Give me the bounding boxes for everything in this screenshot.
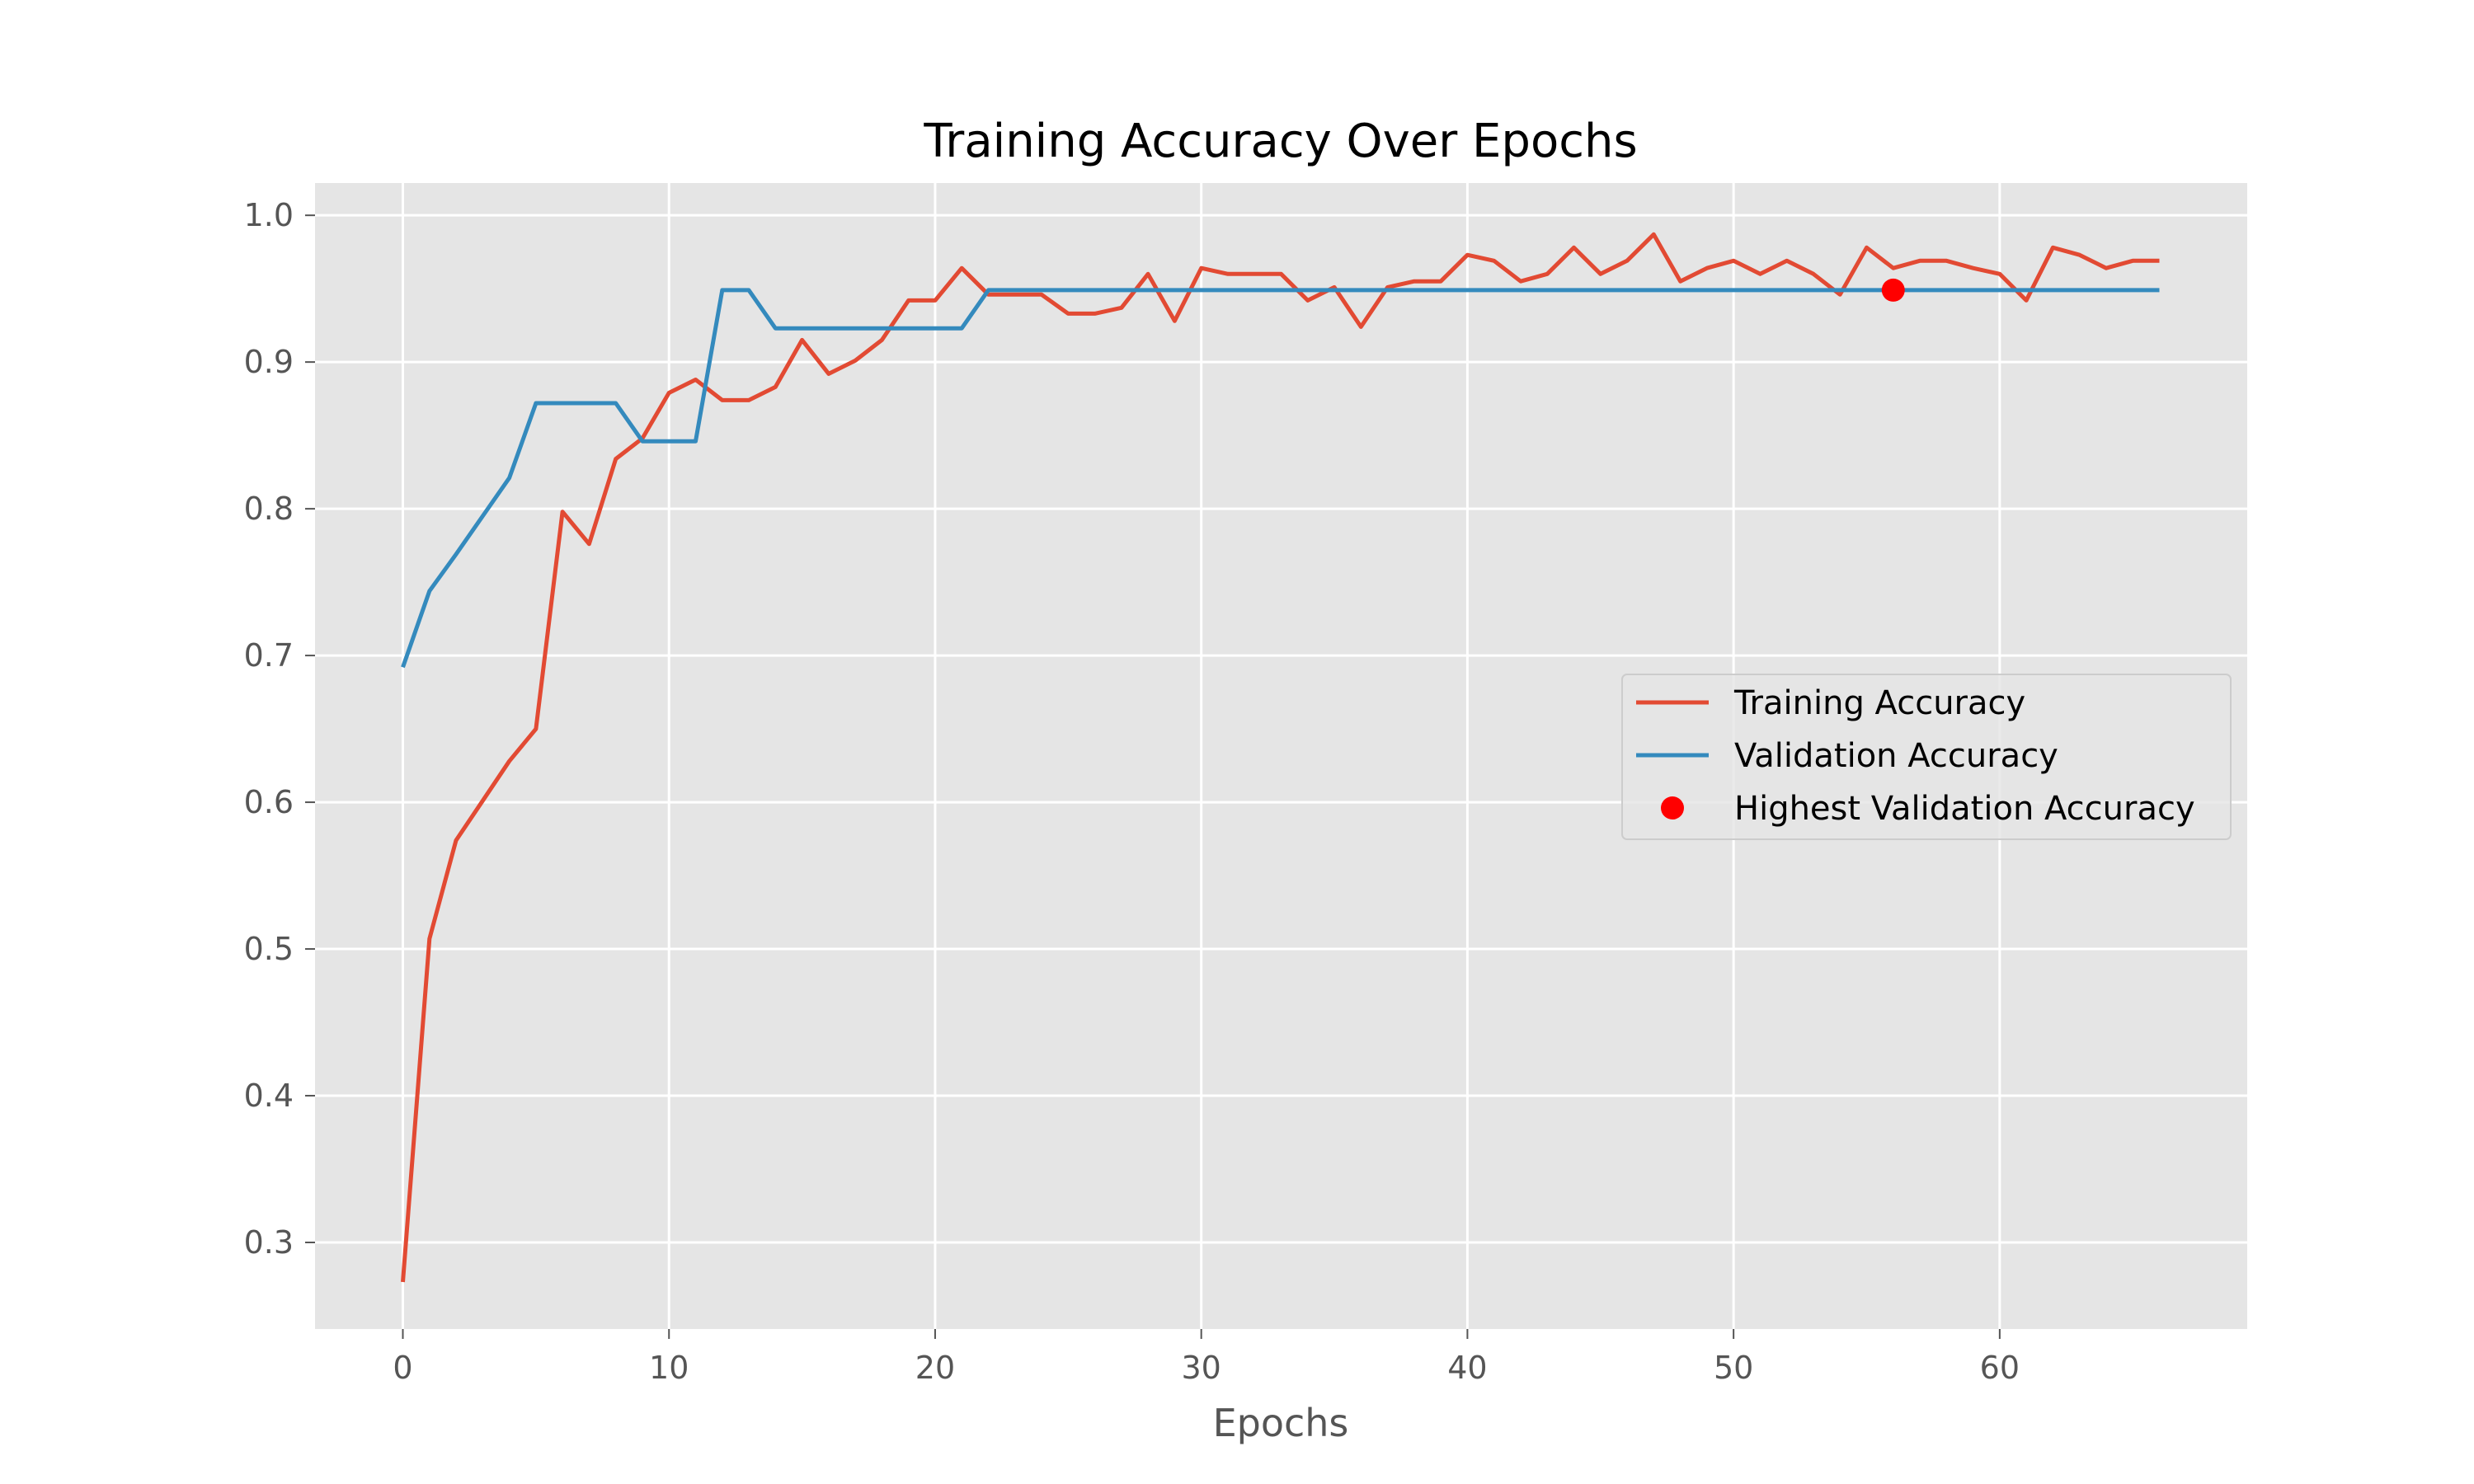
y-tick-label: 0.5	[244, 931, 294, 967]
x-tick-label: 50	[1714, 1350, 1753, 1386]
x-ticks: 0 10 20 30 40 50 60	[393, 1329, 2020, 1386]
series-lines	[401, 232, 2160, 1283]
x-tick-label: 20	[915, 1350, 955, 1386]
legend-label-validation: Validation Accuracy	[1734, 737, 2058, 775]
y-tick-label: 0.7	[244, 637, 294, 674]
legend-label-training: Training Accuracy	[1733, 684, 2025, 722]
x-tick-label: 40	[1447, 1350, 1487, 1386]
y-tick-label: 0.9	[244, 344, 294, 380]
chart-title: Training Accuracy Over Epochs	[923, 115, 1637, 168]
legend-box	[1621, 674, 2232, 840]
legend-label-highlight: Highest Validation Accuracy	[1734, 790, 2195, 828]
x-axis-label: Epochs	[1213, 1401, 1349, 1445]
highest-validation-point	[1881, 278, 1905, 302]
x-tick-label: 30	[1182, 1350, 1221, 1386]
legend-marker-highlight	[1661, 796, 1684, 819]
y-tick-label: 0.6	[244, 784, 294, 820]
y-tick-label: 0.4	[244, 1078, 294, 1114]
x-tick-label: 60	[1980, 1350, 2020, 1386]
y-tick-label: 1.0	[244, 197, 294, 233]
legend: Training Accuracy Validation Accuracy Hi…	[1621, 674, 2232, 840]
x-tick-label: 10	[649, 1350, 689, 1386]
y-tick-label: 0.3	[244, 1224, 294, 1261]
validation-accuracy-line	[401, 288, 2160, 669]
x-tick-label: 0	[393, 1350, 412, 1386]
y-tick-label: 0.8	[244, 491, 294, 527]
y-ticks: 0.3 0.4 0.5 0.6 0.7 0.8 0.9 1.0	[244, 197, 315, 1261]
highlight-points	[1881, 278, 1905, 302]
training-accuracy-line	[401, 232, 2160, 1283]
